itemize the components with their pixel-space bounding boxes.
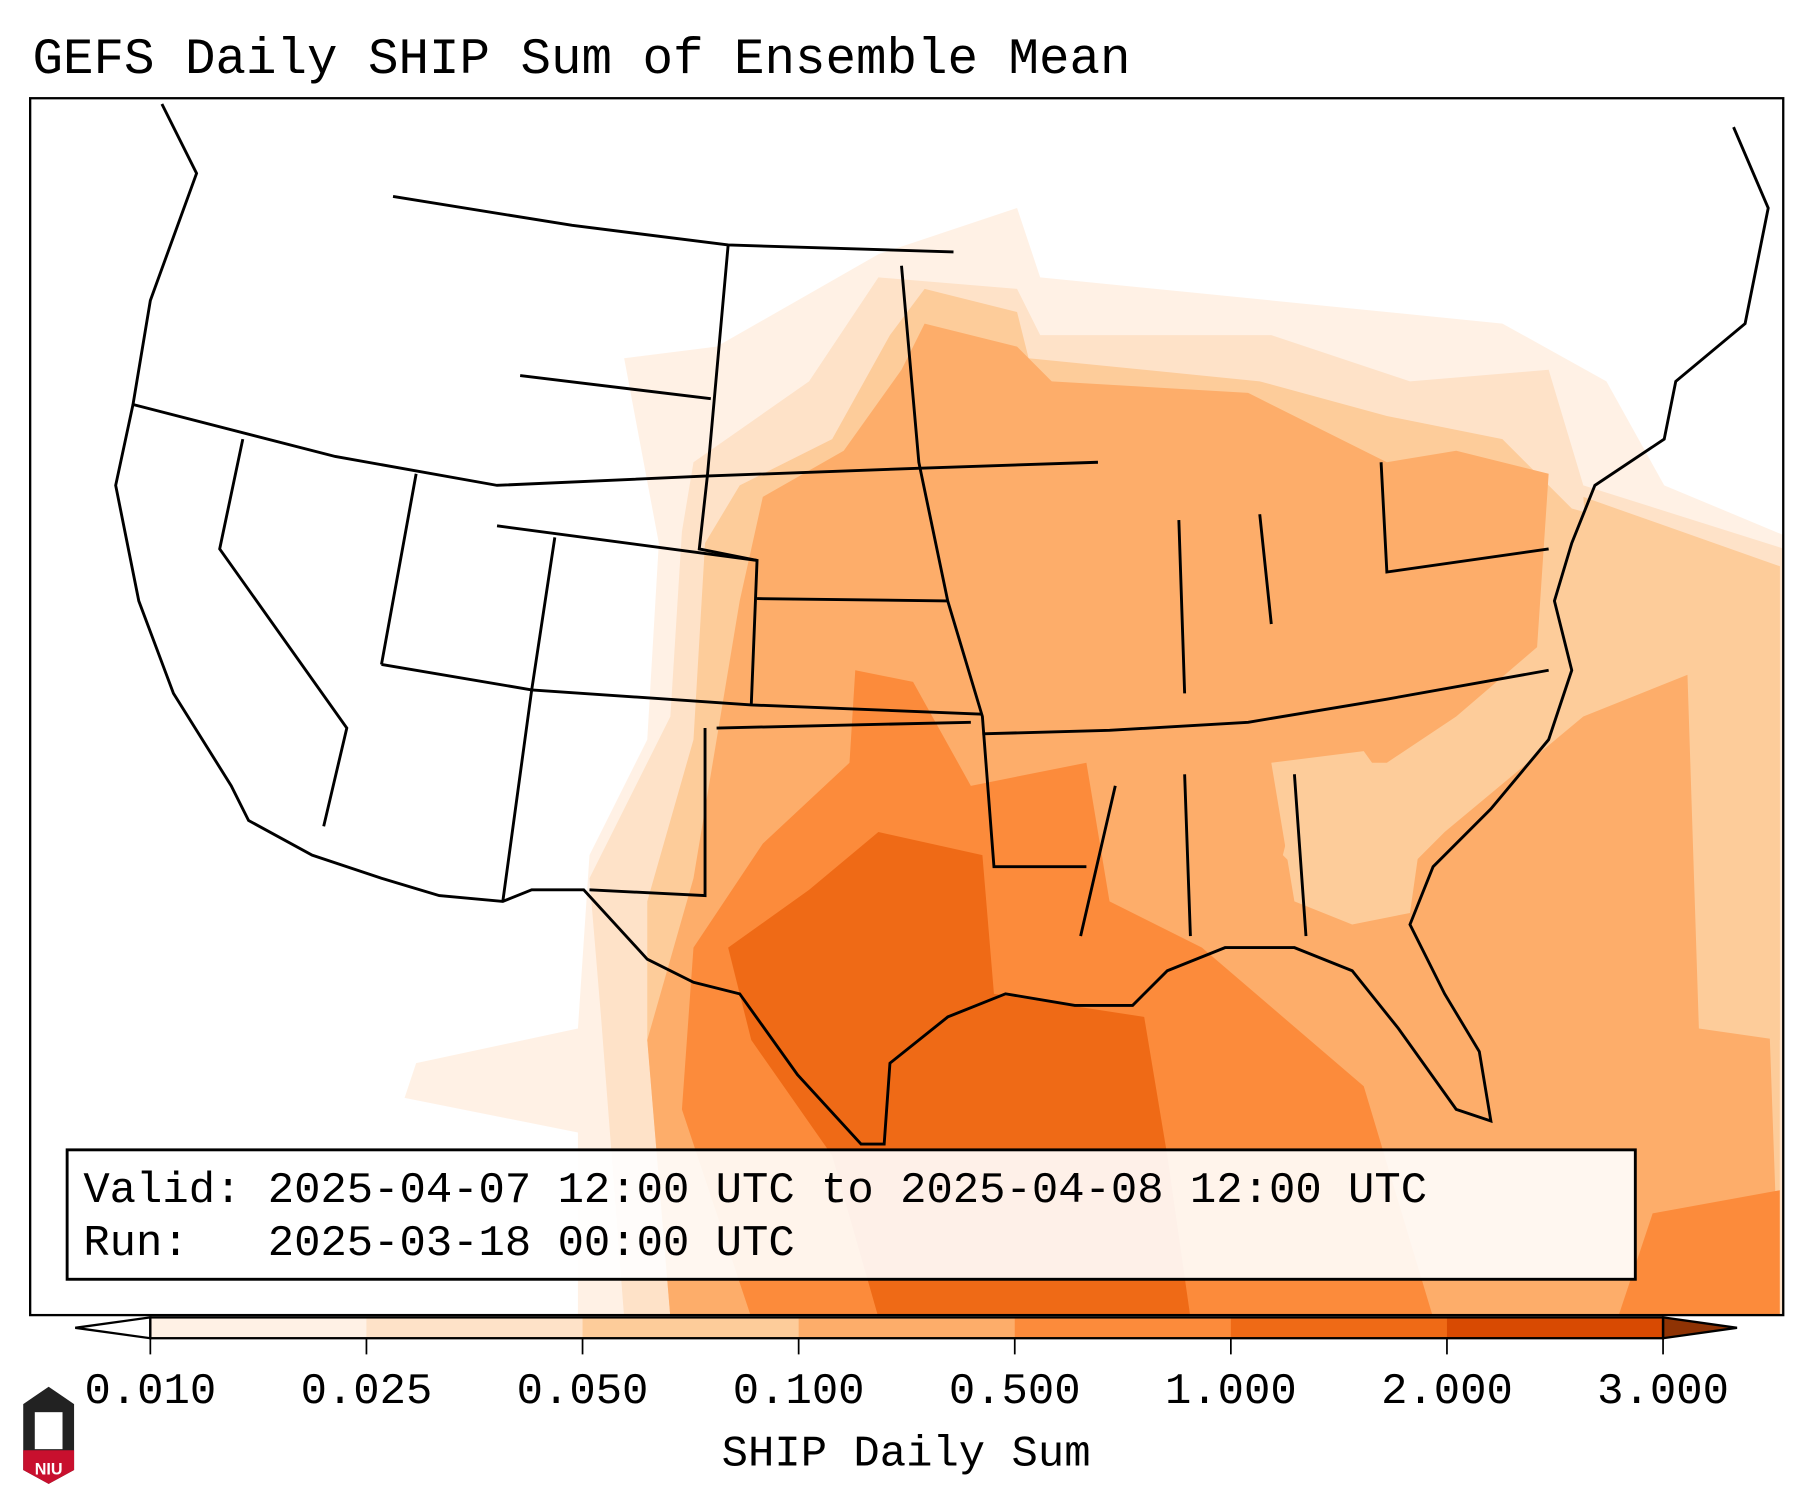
colorbar-frame	[149, 1316, 1665, 1340]
colorbar-tick-label: 0.010	[84, 1367, 216, 1417]
building-icon	[34, 1412, 63, 1450]
map-frame	[29, 97, 1785, 1317]
niu-logo: NIU	[23, 1386, 75, 1484]
valid-time-text: Valid: 2025-04-07 12:00 UTC to 2025-04-0…	[83, 1166, 1427, 1216]
colorbar-tick-label: 0.500	[949, 1367, 1081, 1417]
colorbar: 0.010 0.025 0.050 0.100 0.500 1.000 2.000 3.000…	[75, 1316, 1738, 1479]
map	[29, 97, 1785, 1317]
colorbar-tick-label: 0.050	[517, 1367, 649, 1417]
colorbar-over-extend	[1661, 1316, 1738, 1340]
logo-text: NIU	[35, 1461, 63, 1479]
colorbar-tick-label: 2.000	[1381, 1367, 1513, 1417]
colorbar-tick-label: 0.100	[733, 1367, 865, 1417]
colorbar-tick-label: 0.025	[301, 1367, 433, 1417]
figure-title: GEFS Daily SHIP Sum of Ensemble Mean	[32, 32, 1130, 89]
colorbar-tick-label: 1.000	[1165, 1367, 1297, 1417]
run-time-text: Run: 2025-03-18 00:00 UTC	[83, 1219, 794, 1269]
colorbar-segment	[798, 1317, 1016, 1339]
colorbar-tick-label: 3.000	[1597, 1367, 1729, 1417]
shade-0.050-southeast	[1271, 751, 1422, 925]
colorbar-segment	[1446, 1317, 1664, 1339]
boundaries	[114, 103, 1770, 1146]
shade-0.500-atlantic	[1618, 1190, 1780, 1316]
colorbar-label: SHIP Daily Sum	[722, 1429, 1091, 1479]
colorbar-segment	[366, 1317, 584, 1339]
colorbar-segment	[582, 1317, 800, 1339]
shade-0.050-east	[1583, 496, 1780, 1041]
colorbar-segment	[150, 1317, 368, 1339]
info-box: Valid: 2025-04-07 12:00 UTC to 2025-04-0…	[65, 1148, 1637, 1281]
colorbar-segment	[1014, 1317, 1232, 1339]
colorbar-segment	[1230, 1317, 1448, 1339]
colorbar-under-extend	[75, 1316, 152, 1340]
